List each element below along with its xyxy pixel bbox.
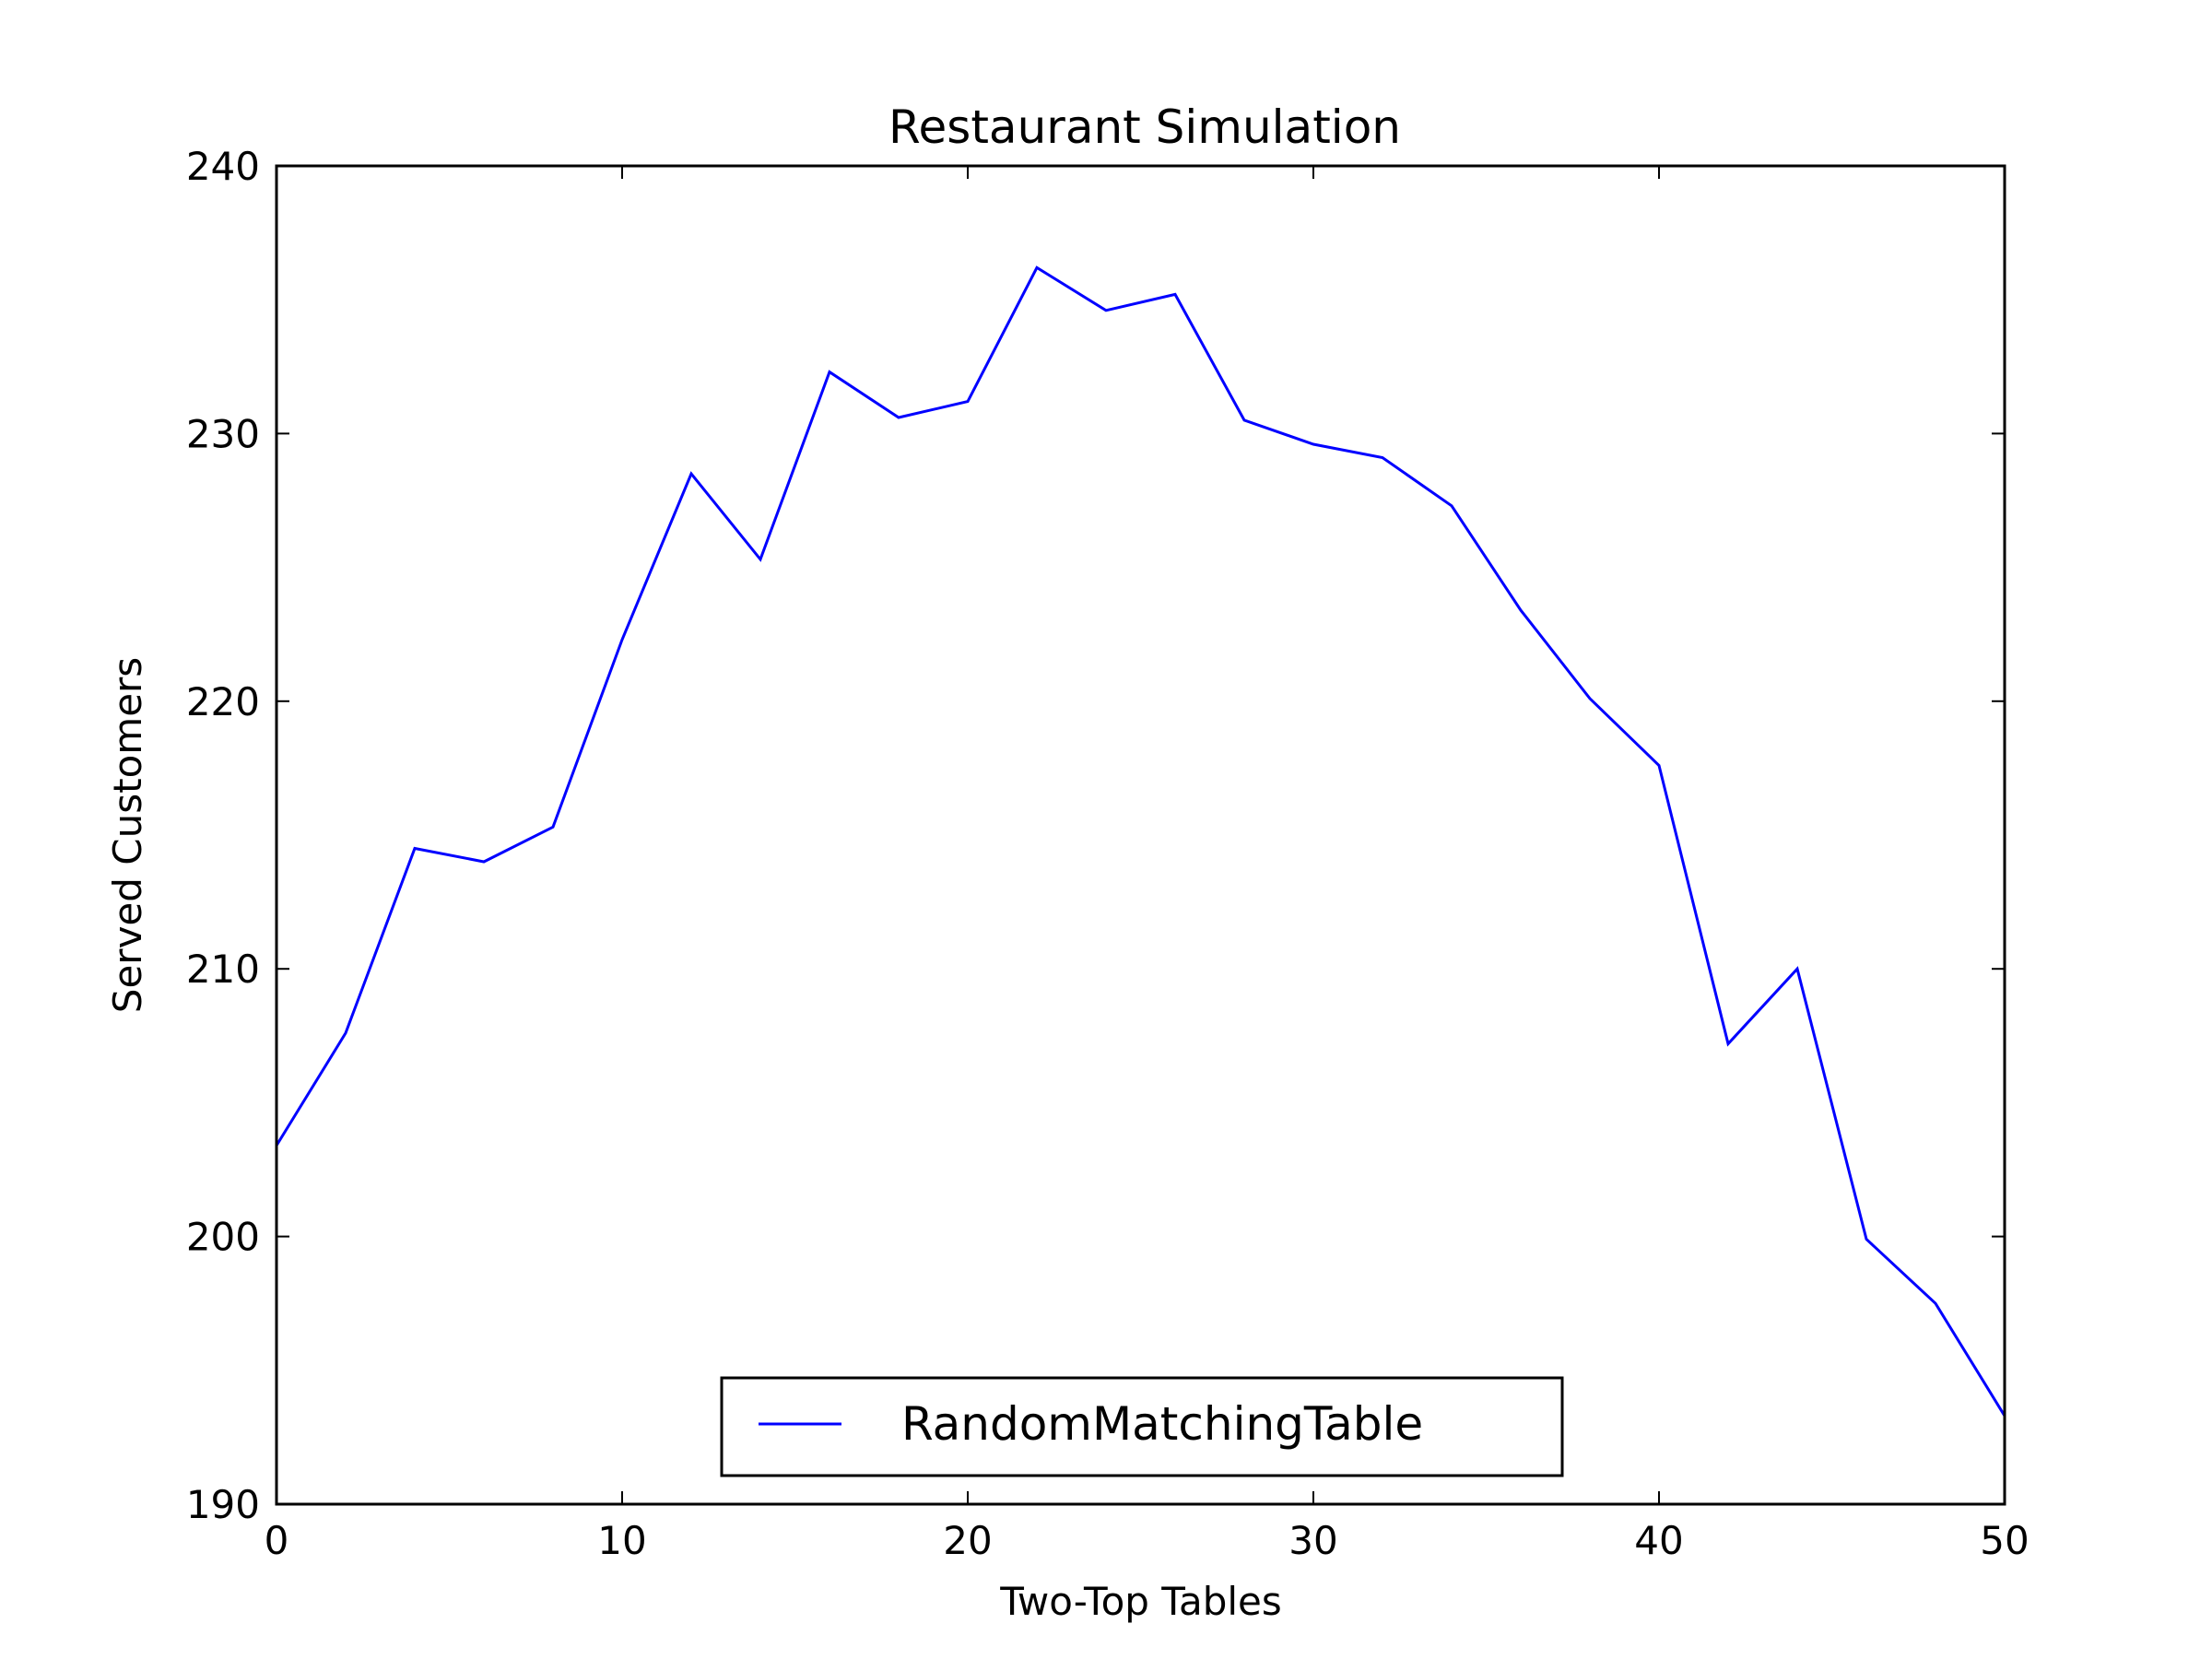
x-tick-label: 40 [1634, 1518, 1683, 1563]
legend: RandomMatchingTable [720, 1376, 1564, 1477]
series-line [275, 265, 2006, 1417]
y-tick-label: 190 [186, 1482, 260, 1527]
legend-box [720, 1376, 1564, 1477]
x-axis-label: Two-Top Tables [999, 1579, 1282, 1624]
legend-label: RandomMatchingTable [901, 1397, 1423, 1451]
y-tick-label: 210 [186, 947, 260, 992]
series-layer [275, 265, 2006, 1417]
y-axis-ticks: 190 200 210 220 230 240 [186, 144, 2005, 1527]
x-tick-label: 50 [1980, 1518, 2029, 1563]
y-tick-label: 200 [186, 1215, 260, 1260]
x-axis-ticks: 0 10 20 30 40 50 [265, 166, 2030, 1563]
y-tick-label: 230 [186, 411, 260, 456]
x-tick-label: 30 [1288, 1518, 1337, 1563]
x-tick-label: 20 [943, 1518, 992, 1563]
y-axis-label: Served Customers [105, 657, 150, 1013]
x-tick-label: 0 [265, 1518, 289, 1563]
x-tick-label: 10 [597, 1518, 646, 1563]
y-tick-label: 240 [186, 144, 260, 189]
chart-title: Restaurant Simulation [888, 100, 1401, 154]
y-tick-label: 220 [186, 679, 260, 724]
plot-frame [275, 164, 2006, 1506]
